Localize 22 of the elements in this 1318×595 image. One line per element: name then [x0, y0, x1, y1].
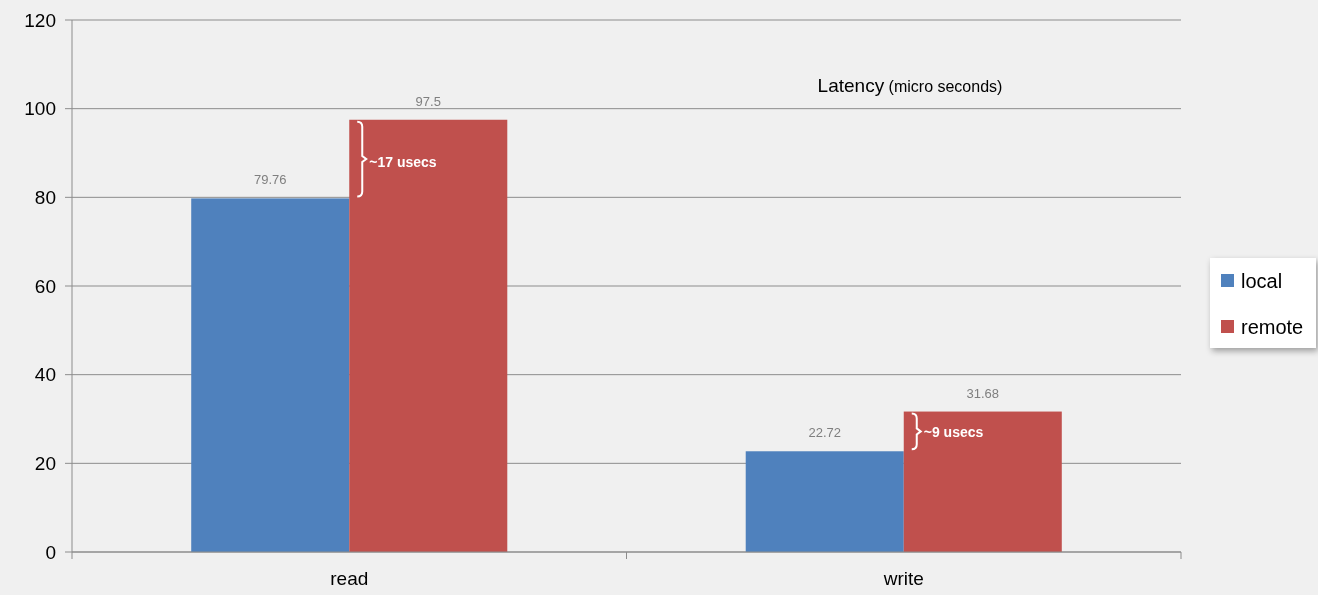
- text: Latency (micro seconds): [817, 75, 1003, 96]
- y-tick-label: 80: [34, 186, 56, 208]
- legend-label: remote: [1241, 316, 1304, 338]
- data-label: 22.72: [808, 425, 842, 441]
- bar: [745, 451, 904, 552]
- y-tick-label: 100: [24, 98, 56, 120]
- annotation: ~17 usecs: [369, 153, 437, 170]
- legend-label: local: [1241, 270, 1283, 292]
- y-tick-label: 0: [45, 541, 56, 563]
- annotation: ~9 usecs: [923, 424, 984, 441]
- y-tick-label: 120: [24, 9, 56, 31]
- data-label: 79.76: [253, 172, 287, 188]
- data-label: 97.5: [415, 93, 441, 109]
- bar: [903, 411, 1062, 552]
- bar: [191, 198, 350, 552]
- y-tick-label: 40: [34, 364, 56, 386]
- y-tick-label: 20: [34, 452, 56, 474]
- y-tick-label: 60: [34, 275, 56, 297]
- x-tick-label: write: [882, 568, 924, 589]
- data-label: 31.68: [966, 385, 1000, 401]
- x-tick-label: read: [330, 568, 369, 589]
- bar: [349, 119, 508, 552]
